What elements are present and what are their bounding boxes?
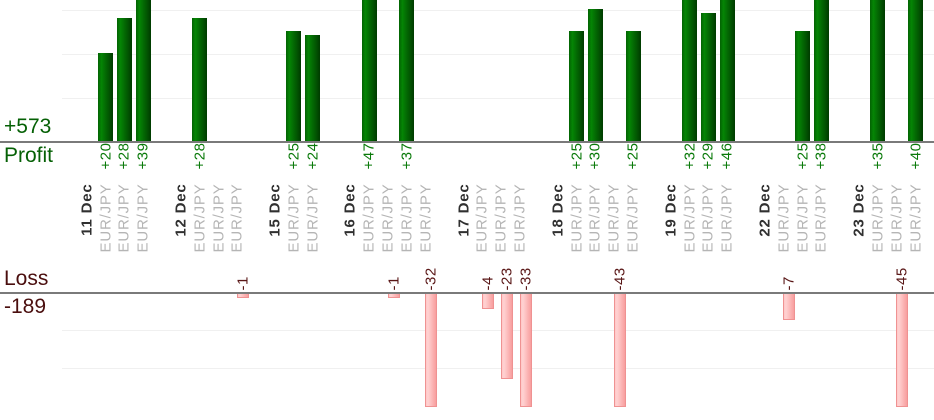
profit-total-value: +573 [4,115,52,138]
profit-bar [361,0,377,141]
profit-value-label: +24 [304,142,322,170]
profit-bar [813,0,829,141]
date-label: 15 Dec [266,183,284,237]
profit-bar [192,17,208,141]
profit-value-label: +40 [907,142,925,170]
profit-value-label: +39 [134,142,152,170]
loss-value-label: -33 [517,267,535,291]
profit-value-label: +25 [568,142,586,170]
profit-bar [700,13,716,141]
profit-value-label: +25 [624,142,642,170]
loss-bar [519,294,532,407]
profit-bar [399,0,415,141]
symbol-label: EUR/JPY [210,183,228,253]
profit-value-label: +28 [191,142,209,170]
profit-bar [569,31,585,141]
profit-value-label: +35 [869,142,887,170]
loss-bar [783,294,796,320]
loss-gridline [62,368,934,369]
profit-bar [587,9,603,141]
loss-gridline [62,330,934,331]
loss-bar [236,294,249,298]
profit-bar [795,31,811,141]
date-label: 18 Dec [549,183,567,237]
profit-bar [870,0,886,141]
profit-value-label: +30 [586,142,604,170]
profit-value-label: +28 [115,142,133,170]
profit-value-label: +46 [718,142,736,170]
profit-value-label: +29 [699,142,717,170]
profit-value-label: +47 [360,142,378,170]
profit-value-label: +25 [285,142,303,170]
profit-bar [625,31,641,141]
profit-gridline [62,98,934,99]
profit-value-label: +32 [681,142,699,170]
loss-bar [613,294,626,407]
date-label: 22 Dec [756,183,774,237]
loss-bar [425,294,438,407]
profit-value-label: +37 [398,142,416,170]
date-label: 23 Dec [850,183,868,237]
profit-bar [135,0,151,141]
profit-gridline [62,54,934,55]
profit-bar [98,53,114,141]
profit-bar [682,0,698,141]
profit-bar [116,17,132,141]
loss-bar [387,294,400,298]
loss-axis-title: Loss [4,267,49,290]
profit-bar [286,31,302,141]
profit-value-label: +20 [97,142,115,170]
loss-total-value: -189 [4,295,47,318]
profit-bar [908,0,924,141]
loss-value-label: -1 [234,276,252,291]
loss-bar [481,294,494,309]
date-label: 17 Dec [455,183,472,237]
loss-value-label: -32 [422,267,440,291]
profit-axis-line [0,141,934,143]
loss-bar [500,294,513,380]
date-label: 19 Dec [662,183,680,237]
profit-gridline [62,10,934,11]
date-label: 12 Dec [172,183,190,237]
date-label: 16 Dec [341,183,359,237]
profit-bar [719,0,735,141]
loss-axis-line [0,292,934,294]
profit-value-label: +38 [812,142,830,170]
profit-bar [305,35,321,141]
profit-value-label: +25 [794,142,812,170]
loss-bar [896,294,909,407]
date-label: 11 Dec [78,183,96,236]
profit-axis-title: Profit [4,144,54,167]
